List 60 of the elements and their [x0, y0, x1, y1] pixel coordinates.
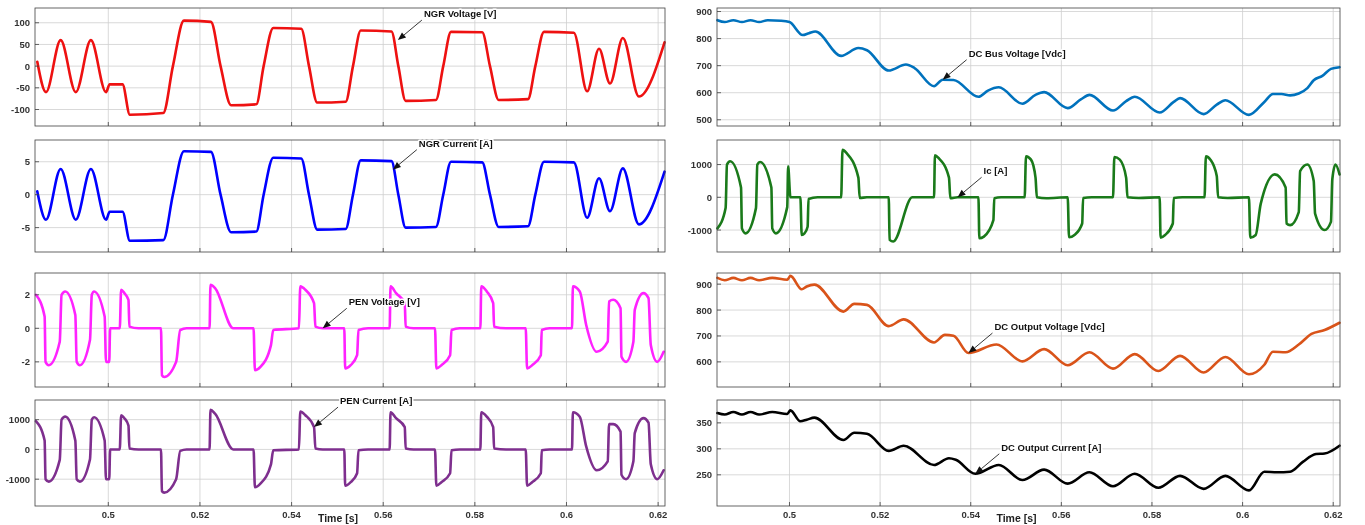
- y-tick-label: 2: [24, 289, 30, 301]
- annotation: NGR Voltage [V]: [423, 8, 497, 20]
- line-series: [716, 148, 1341, 243]
- line-series: [35, 19, 666, 117]
- y-tick-label: 600: [696, 356, 712, 368]
- x-tick-label: 0.54: [282, 509, 302, 520]
- y-tick-label: 900: [696, 6, 712, 18]
- x-tick-label: 0.5: [101, 509, 116, 520]
- line-series: [35, 149, 666, 243]
- y-tick-label: -1000: [687, 224, 712, 236]
- annotation: DC Bus Voltage [Vdc]: [968, 47, 1066, 59]
- y-tick-label: 0: [24, 189, 30, 201]
- y-tick-label: 800: [696, 33, 712, 45]
- line-series: [34, 283, 665, 379]
- y-tick-label: 0: [706, 191, 712, 203]
- y-tick-label: -50: [16, 82, 30, 94]
- line-series: [34, 408, 665, 494]
- y-tick-label: 0: [24, 322, 30, 334]
- y-tick-label: 350: [696, 417, 712, 429]
- x-axis-title: Time [s]: [996, 512, 1037, 524]
- annotation: NGR Current [A]: [418, 137, 493, 149]
- y-tick-label: 1000: [8, 414, 30, 426]
- y-tick-label: 250: [696, 469, 712, 481]
- y-tick-label: 700: [696, 60, 712, 72]
- line-series: [716, 409, 1341, 492]
- y-tick-label: 800: [696, 304, 712, 316]
- y-tick-label: 50: [19, 38, 30, 50]
- line-series: [716, 274, 1341, 376]
- x-tick-label: 0.52: [870, 509, 890, 520]
- x-tick-label: 0.54: [961, 509, 981, 520]
- y-tick-label: -5: [21, 222, 31, 234]
- annotation: PEN Current [A]: [340, 395, 413, 407]
- x-tick-label: 0.6: [559, 509, 574, 520]
- y-tick-label: -100: [10, 104, 30, 116]
- y-tick-label: 600: [696, 87, 712, 99]
- line-series: [716, 18, 1341, 117]
- y-tick-label: -1000: [5, 473, 30, 485]
- x-tick-label: 0.56: [373, 509, 393, 520]
- x-tick-label: 0.52: [190, 509, 210, 520]
- y-tick-label: 700: [696, 330, 712, 342]
- x-tick-label: 0.62: [648, 509, 668, 520]
- y-tick-label: 100: [14, 17, 30, 29]
- x-tick-label: 0.6: [1235, 509, 1250, 520]
- y-tick-label: -2: [21, 356, 30, 368]
- y-tick-label: 1000: [690, 159, 712, 171]
- annotation: Ic [A]: [983, 165, 1008, 177]
- y-tick-label: 900: [696, 278, 712, 290]
- y-tick-label: 0: [24, 60, 30, 72]
- y-tick-label: 0: [24, 443, 30, 455]
- y-tick-label: 5: [24, 156, 31, 168]
- y-tick-label: 500: [696, 114, 712, 126]
- x-tick-label: 0.58: [1142, 509, 1162, 520]
- annotation: DC Output Current [A]: [1001, 441, 1102, 453]
- x-tick-label: 0.62: [1323, 509, 1343, 520]
- x-tick-label: 0.5: [782, 509, 797, 520]
- x-axis-title: Time [s]: [317, 512, 359, 524]
- y-tick-label: 300: [696, 443, 712, 455]
- x-tick-label: 0.58: [465, 509, 485, 520]
- x-tick-label: 0.56: [1052, 509, 1071, 520]
- annotation: DC Output Voltage [Vdc]: [994, 321, 1105, 333]
